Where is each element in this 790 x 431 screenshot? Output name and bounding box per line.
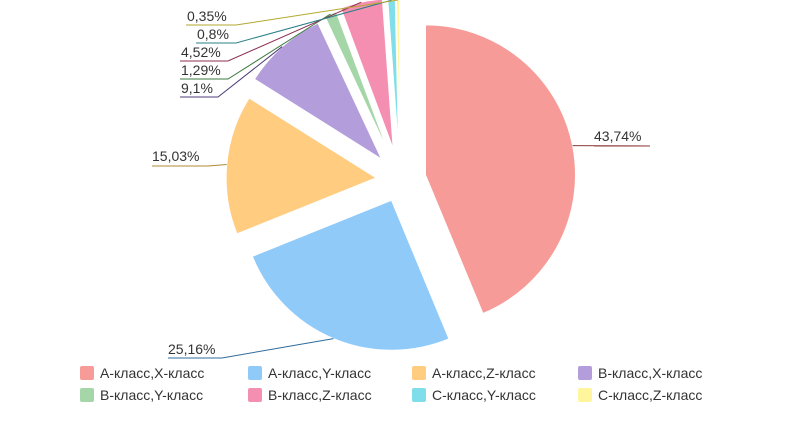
data-label: 0,8%: [197, 26, 229, 42]
legend-label: A-класс,X-класс: [100, 365, 204, 381]
data-label: 4,52%: [181, 44, 221, 60]
legend-label: A-класс,Z-класс: [432, 365, 536, 381]
legend-label: C-класс,Z-класс: [598, 387, 702, 403]
legend-label: A-класс,Y-класс: [268, 365, 371, 381]
data-label: 0,35%: [187, 8, 227, 24]
legend-item[interactable]: A-класс,Y-класс: [248, 365, 371, 381]
legend-swatch: [412, 366, 426, 380]
pie-slice[interactable]: [425, 25, 575, 314]
legend: A-класс,X-класс A-класс,Y-класс A-класс,Z-…: [80, 365, 702, 403]
legend-swatch: [578, 366, 592, 380]
data-label: 15,03%: [152, 148, 199, 164]
legend-swatch: [80, 388, 94, 402]
legend-item[interactable]: B-класс,Z-класс: [248, 387, 372, 403]
data-label: 43,74%: [594, 128, 641, 144]
legend-item[interactable]: A-класс,Z-класс: [412, 365, 536, 381]
legend-item[interactable]: B-класс,Y-класс: [80, 387, 203, 403]
legend-label: C-класс,Y-класс: [432, 387, 536, 403]
legend-label: B-класс,Z-класс: [268, 387, 372, 403]
legend-item[interactable]: A-класс,X-класс: [80, 365, 204, 381]
legend-label: B-класс,Y-класс: [100, 387, 203, 403]
pie-slices: [226, 0, 575, 350]
leader-line: [152, 164, 227, 166]
pie-slice[interactable]: [252, 200, 449, 350]
legend-label: B-класс,X-класс: [598, 365, 702, 381]
legend-item[interactable]: C-класс,Z-класс: [578, 387, 702, 403]
legend-item[interactable]: C-класс,Y-класс: [412, 387, 536, 403]
data-label: 9,1%: [181, 80, 213, 96]
legend-swatch: [412, 388, 426, 402]
legend-swatch: [248, 366, 262, 380]
data-label: 25,16%: [168, 341, 215, 357]
legend-swatch: [80, 366, 94, 380]
legend-swatch: [578, 388, 592, 402]
legend-item[interactable]: B-класс,X-класс: [578, 365, 702, 381]
data-label: 1,29%: [181, 62, 221, 78]
legend-swatch: [248, 388, 262, 402]
